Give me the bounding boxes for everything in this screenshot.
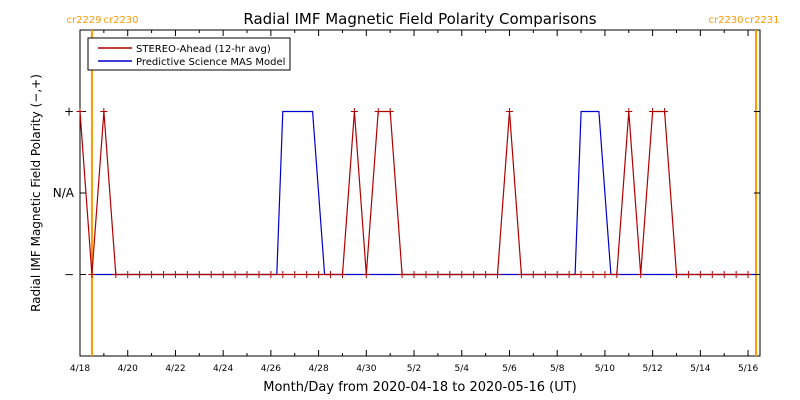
data-point-plus: [589, 271, 597, 278]
x-tick-label: 4/28: [308, 364, 328, 374]
data-point-plus: [219, 271, 227, 278]
legend-label-mas: Predictive Science MAS Model: [136, 57, 285, 68]
x-tick-label: 5/10: [595, 364, 615, 374]
x-tick-label: 5/12: [643, 364, 663, 374]
x-tick-label: 4/20: [118, 364, 138, 374]
chart-title: Radial IMF Magnetic Field Polarity Compa…: [243, 10, 596, 28]
data-point-plus: [517, 271, 525, 278]
data-point-plus: [76, 108, 84, 115]
data-point-plus: [696, 271, 704, 278]
data-point-plus: [338, 271, 346, 278]
data-point-plus: [350, 108, 358, 115]
data-point-plus: [529, 271, 537, 278]
data-point-plus: [88, 271, 96, 278]
data-point-plus: [470, 271, 478, 278]
data-point-plus: [505, 108, 513, 115]
x-tick-label: 5/16: [738, 364, 758, 374]
x-tick-label: 5/2: [407, 364, 421, 374]
x-tick-label: 5/4: [455, 364, 470, 374]
data-point-plus: [649, 108, 657, 115]
data-point-plus: [744, 271, 752, 278]
data-point-plus: [267, 271, 275, 278]
data-point-plus: [434, 271, 442, 278]
data-point-plus: [613, 271, 621, 278]
carrington-markers: [90, 30, 758, 356]
data-point-plus: [553, 271, 561, 278]
series-layer: [76, 108, 756, 278]
data-point-plus: [100, 108, 108, 115]
data-point-plus: [422, 271, 430, 278]
plot-frame: [79, 29, 761, 357]
data-point-plus: [732, 271, 740, 278]
x-tick-label: 5/14: [690, 364, 710, 374]
data-point-plus: [255, 271, 263, 278]
x-tick-label: 4/22: [165, 364, 185, 374]
data-point-plus: [374, 108, 382, 115]
data-point-plus: [231, 271, 239, 278]
data-point-plus: [446, 271, 454, 278]
cr-right-label-1: cr2230: [103, 15, 138, 26]
data-point-plus: [112, 271, 120, 278]
x-tick-label: 4/26: [261, 364, 281, 374]
x-axis-label: Month/Day from 2020-04-18 to 2020-05-16 …: [263, 380, 576, 395]
data-point-plus: [183, 271, 191, 278]
data-point-plus: [195, 271, 203, 278]
data-point-plus: [577, 271, 585, 278]
data-point-plus: [661, 108, 669, 115]
y-tick-label: −: [64, 268, 74, 282]
data-point-plus: [136, 271, 144, 278]
data-point-plus: [625, 108, 633, 115]
data-point-plus: [279, 271, 287, 278]
y-tick-label: +: [64, 105, 74, 119]
data-point-plus: [243, 271, 251, 278]
x-tick-label: 4/18: [70, 364, 90, 374]
data-point-plus: [291, 271, 299, 278]
data-point-plus: [303, 271, 311, 278]
data-point-plus: [327, 271, 335, 278]
x-tick-label: 5/6: [502, 364, 517, 374]
data-point-plus: [541, 271, 549, 278]
data-point-plus: [362, 271, 370, 278]
cr-left-label-1: cr2229: [66, 15, 101, 26]
x-tick-label: 5/8: [550, 364, 565, 374]
data-point-plus: [637, 271, 645, 278]
data-point-plus: [494, 271, 502, 278]
data-point-plus: [160, 271, 168, 278]
y-axis-label: Radial IMF Magnetic Field Polarity (−,+): [29, 74, 43, 312]
data-point-plus: [565, 271, 573, 278]
data-point-plus: [458, 271, 466, 278]
y-tick-label: N/A: [53, 186, 75, 200]
series-line-1: [91, 110, 756, 276]
data-point-plus: [601, 271, 609, 278]
legend-label-stereo: STEREO-Ahead (12-hr avg): [136, 44, 271, 55]
data-point-plus: [386, 108, 394, 115]
data-point-plus: [171, 271, 179, 278]
data-point-plus: [720, 271, 728, 278]
x-tick-label: 4/24: [213, 364, 233, 374]
data-point-plus: [410, 271, 418, 278]
data-point-plus: [315, 271, 323, 278]
data-point-plus: [708, 271, 716, 278]
cr-left-label-2: cr2230: [708, 15, 743, 26]
legend: STEREO-Ahead (12-hr avg) Predictive Scie…: [87, 37, 291, 71]
legend-box: [87, 37, 291, 71]
data-point-plus: [207, 271, 215, 278]
data-point-plus: [398, 271, 406, 278]
axis-ticks: 4/18 4/20 4/22 4/24 4/26 4/28 4/30 5/2 5/4 5/6 5/8…: [53, 30, 760, 374]
data-point-plus: [124, 271, 132, 278]
data-point-plus: [148, 271, 156, 278]
data-point-plus: [672, 271, 680, 278]
data-point-plus: [684, 271, 692, 278]
series-line-0: [79, 110, 749, 276]
x-tick-label: 4/30: [356, 364, 376, 374]
cr-right-label-2: cr2231: [744, 15, 779, 26]
data-point-plus: [482, 271, 490, 278]
